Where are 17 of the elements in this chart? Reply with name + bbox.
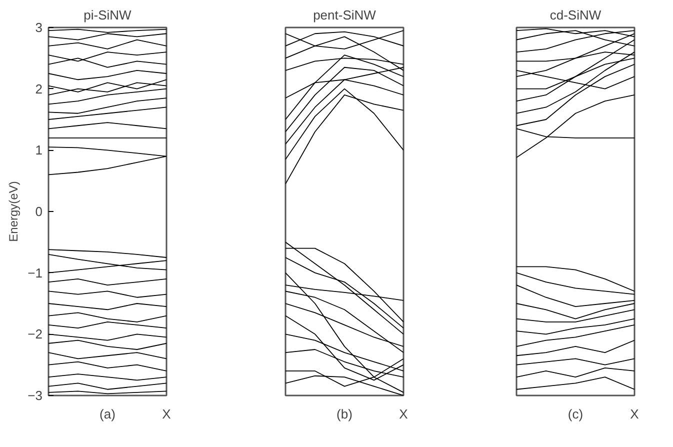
y-tick-label: 3 — [35, 20, 43, 35]
x-tick-label: X — [630, 406, 640, 422]
y-tick-label: −1 — [28, 265, 43, 280]
x-tick-label: X — [399, 406, 408, 422]
y-axis-title: Energy(eV) — [6, 181, 21, 242]
x-tick-label: X — [162, 406, 172, 422]
y-tick-label: −3 — [28, 388, 43, 403]
chart-title: pent-SiNW — [313, 8, 377, 22]
y-tick-label: 0 — [35, 204, 43, 219]
x-tick-label: (c) — [568, 406, 584, 422]
x-tick-label: (b) — [336, 406, 352, 422]
chart-title: pi-SiNW — [84, 8, 132, 22]
chart-title: cd-SiNW — [550, 8, 602, 22]
y-tick-label: −2 — [28, 326, 43, 342]
y-tick-label: 1 — [35, 142, 43, 158]
x-tick-label: (a) — [100, 406, 116, 422]
y-tick-label: 2 — [35, 81, 43, 96]
